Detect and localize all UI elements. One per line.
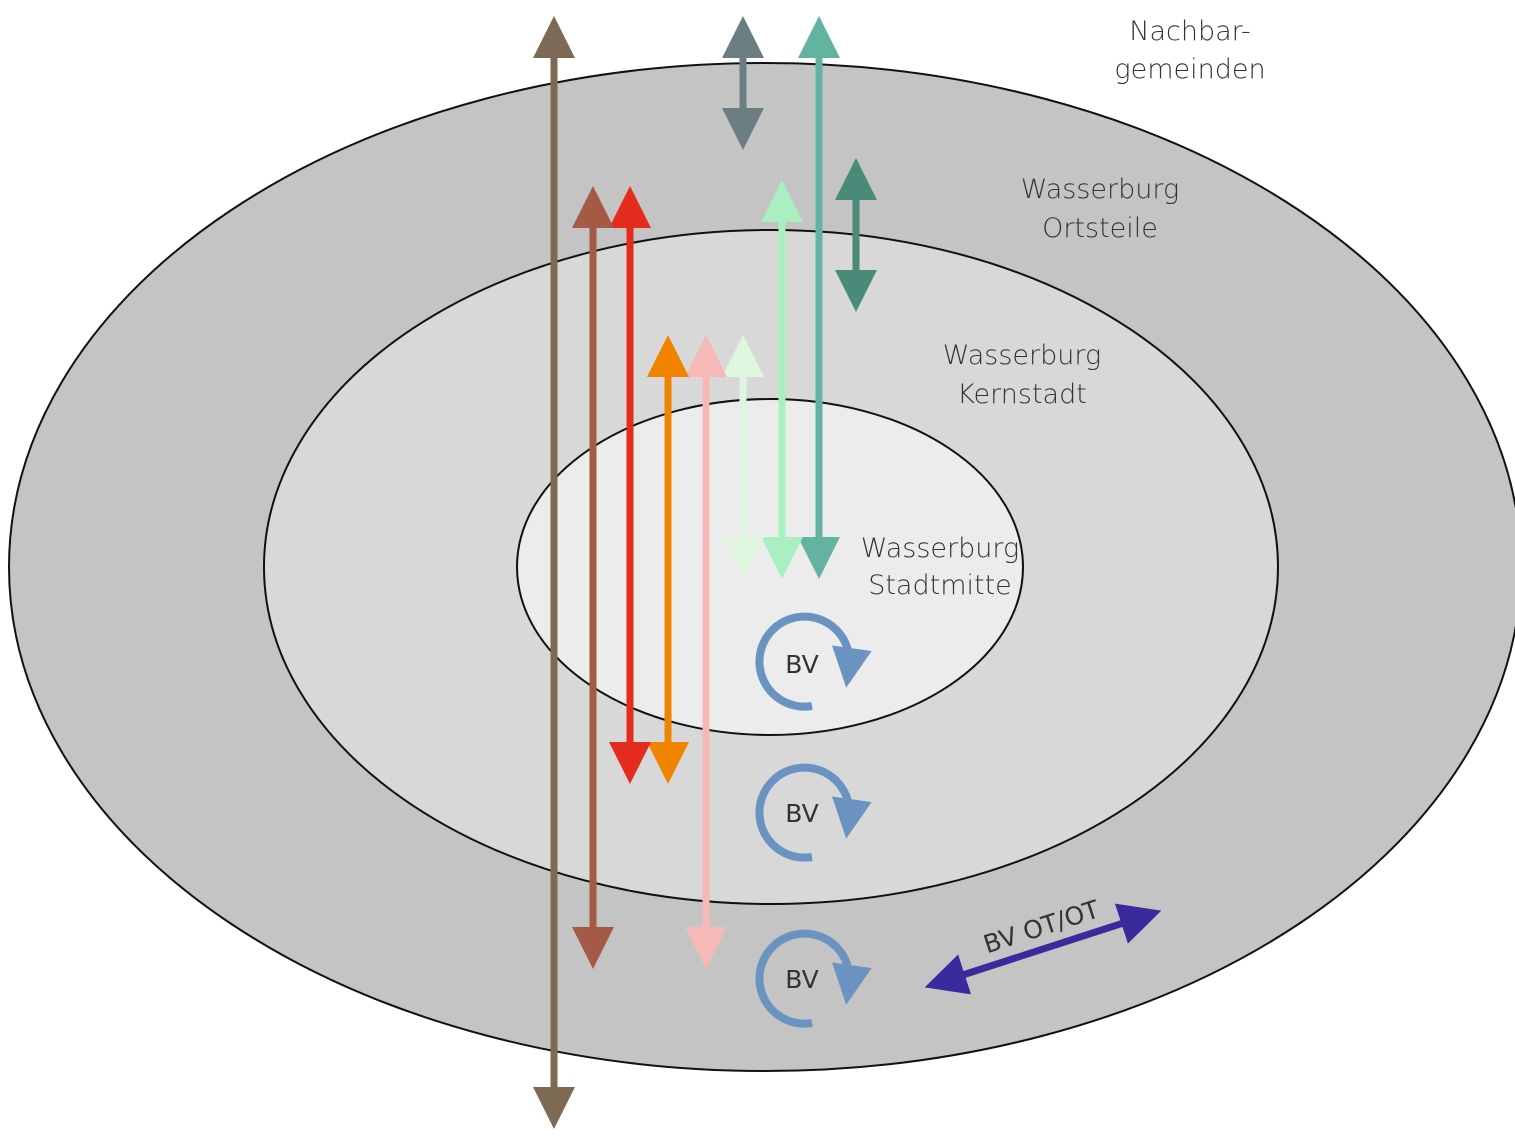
cycle-arrow-icon — [755, 612, 872, 711]
label-kernstadt-line1: Wasserburg — [943, 340, 1101, 371]
label-nachbar-line2: gemeinden — [1114, 54, 1265, 85]
arrow-bv-ot-ot — [924, 903, 1162, 995]
cycle-stadtmitte-label: BV — [785, 650, 818, 679]
label-nachbar-line1: Nachbar- — [1129, 16, 1251, 47]
cycle-kernstadt: BV — [755, 763, 872, 862]
cycle-arrow-icon — [755, 929, 872, 1028]
label-stadtmitte-line2: Stadtmitte — [868, 570, 1012, 601]
label-stadtmitte-line1: Wasserburg — [861, 533, 1019, 564]
cycle-ortsteile: BV — [755, 929, 872, 1028]
cycle-arrow-icon — [755, 763, 872, 862]
label-ortsteile-line1: Wasserburg — [1021, 174, 1179, 205]
cycle-kernstadt-label: BV — [785, 799, 818, 828]
cycle-ortsteile-label: BV — [785, 965, 818, 994]
label-ortsteile-line2: Ortsteile — [1042, 213, 1158, 244]
label-kernstadt-line2: Kernstadt — [957, 379, 1087, 410]
cycle-stadtmitte: BV — [755, 612, 872, 711]
